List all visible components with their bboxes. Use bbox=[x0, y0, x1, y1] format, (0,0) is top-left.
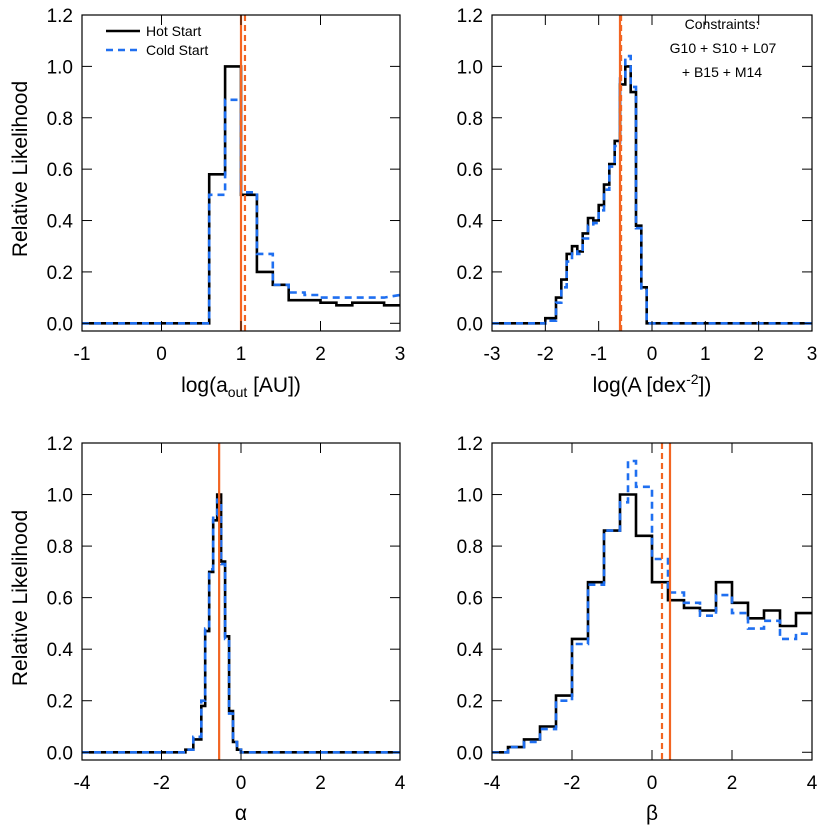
x-tick-label: -1 bbox=[590, 344, 607, 365]
y-tick-label: 0.6 bbox=[47, 589, 73, 610]
series-cold-line bbox=[492, 459, 812, 754]
panel-1-legend: Hot Start Cold Start bbox=[106, 23, 208, 58]
x-tick-label: -3 bbox=[484, 344, 501, 365]
legend-cold-label: Cold Start bbox=[146, 42, 208, 58]
y-tick-label: 0.0 bbox=[47, 314, 73, 335]
y-tick-label: 0.2 bbox=[457, 263, 483, 284]
x-tick-label: 2 bbox=[753, 344, 764, 365]
y-tick-label: 0.6 bbox=[457, 160, 483, 181]
y-tick-label: 0.0 bbox=[457, 743, 483, 764]
y-tick-label: 1.0 bbox=[457, 486, 483, 507]
panel-4-xlabel: β bbox=[646, 802, 658, 825]
panel-3-ylabel: Relative Likelihood bbox=[9, 510, 32, 686]
x-tick-label: 3 bbox=[395, 344, 406, 365]
legend-hot-label: Hot Start bbox=[146, 23, 201, 39]
y-tick-label: 0.4 bbox=[457, 212, 484, 233]
y-tick-label: 0.8 bbox=[47, 537, 73, 558]
y-tick-label: 0.8 bbox=[457, 537, 483, 558]
panel-alpha: Relative Likelihood α -4 -2 0 2 4 0.0 0.2 0.4 0.… bbox=[9, 434, 406, 825]
y-tick-label: 0.8 bbox=[457, 109, 483, 130]
y-tick-label: 0.8 bbox=[47, 109, 73, 130]
series-hot-line bbox=[82, 493, 400, 754]
y-tick-label: 0.2 bbox=[457, 692, 483, 713]
x-tick-label: 0 bbox=[647, 344, 658, 365]
x-tick-label: 4 bbox=[395, 773, 406, 794]
x-tick-label: 1 bbox=[236, 344, 247, 365]
y-tick-label: 0.4 bbox=[47, 640, 74, 661]
panel-2-xlabel: log(A [dex-2]) bbox=[593, 371, 712, 397]
series-cold-line bbox=[82, 498, 400, 754]
x-tick-label: 4 bbox=[807, 773, 818, 794]
series-hot-line bbox=[492, 493, 812, 754]
plot-frame bbox=[81, 442, 401, 761]
y-tick-label: 0.2 bbox=[47, 263, 73, 284]
y-tick-label: 1.0 bbox=[47, 486, 73, 507]
x-tick-label: 2 bbox=[315, 773, 326, 794]
x-tick-label: -4 bbox=[74, 773, 91, 794]
y-tick-label: 0.0 bbox=[47, 743, 73, 764]
series-hot-line bbox=[82, 65, 400, 325]
x-tick-label: -2 bbox=[564, 773, 581, 794]
y-tick-label: 1.2 bbox=[47, 434, 73, 455]
x-tick-label: 0 bbox=[156, 344, 167, 365]
panel-A: log(A [dex-2]) Constraints: G10 + S10 + … bbox=[457, 6, 818, 397]
y-tick-label: 1.2 bbox=[47, 6, 73, 27]
y-tick-label: 0.2 bbox=[47, 692, 73, 713]
x-tick-label: 0 bbox=[236, 773, 247, 794]
panel-aout: Relative Likelihood log(aout [AU]) Hot S… bbox=[9, 6, 405, 400]
panel-beta: β -4 -2 0 2 4 0.0 0.2 0.4 0.6 0.8 1.0 1.2 bbox=[457, 434, 818, 825]
x-tick-label: -2 bbox=[537, 344, 554, 365]
y-tick-label: 1.0 bbox=[47, 57, 73, 78]
plot-frame bbox=[491, 14, 813, 332]
constraints-heading: Constraints: bbox=[685, 16, 760, 32]
panel-1-ylabel: Relative Likelihood bbox=[9, 81, 32, 257]
x-tick-label: 1 bbox=[700, 344, 711, 365]
x-tick-label: -2 bbox=[153, 773, 170, 794]
y-tick-label: 1.0 bbox=[457, 57, 483, 78]
x-tick-label: -4 bbox=[484, 773, 501, 794]
x-tick-label: 0 bbox=[647, 773, 658, 794]
series-cold-line bbox=[492, 54, 812, 325]
x-tick-label: 3 bbox=[807, 344, 818, 365]
x-tick-label: 2 bbox=[315, 344, 326, 365]
series-hot-line bbox=[492, 65, 812, 325]
constraints-line-1: G10 + S10 + L07 bbox=[670, 40, 777, 56]
x-tick-label: 2 bbox=[727, 773, 738, 794]
y-tick-label: 1.2 bbox=[457, 434, 483, 455]
constraints-line-2: + B15 + M14 bbox=[682, 64, 762, 80]
panel-3-xlabel: α bbox=[235, 802, 247, 825]
x-tick-label: -1 bbox=[74, 344, 91, 365]
y-tick-label: 0.4 bbox=[47, 212, 74, 233]
y-tick-label: 0.4 bbox=[457, 640, 484, 661]
y-tick-label: 0.0 bbox=[457, 314, 483, 335]
panel-1-xlabel: log(aout [AU]) bbox=[181, 374, 301, 400]
y-tick-label: 1.2 bbox=[457, 6, 483, 27]
y-tick-label: 0.6 bbox=[457, 589, 483, 610]
y-tick-label: 0.6 bbox=[47, 160, 73, 181]
